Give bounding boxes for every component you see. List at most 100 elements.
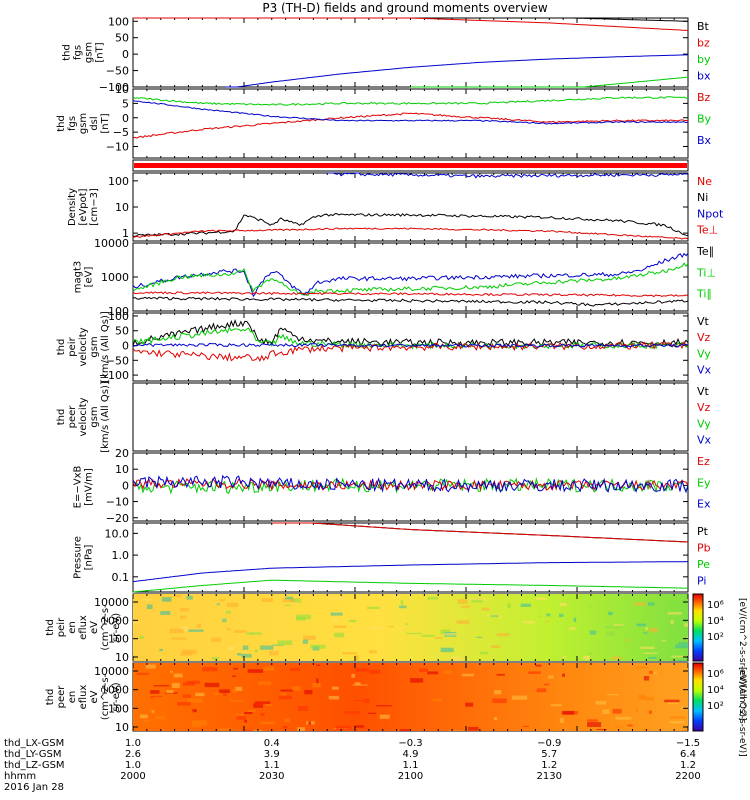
y-tick-label: 50 [115,32,129,45]
legend-entry: Ni [697,191,708,204]
spectrogram-cell [147,605,153,610]
spectrogram-cell [500,615,502,618]
series-line-green [133,263,688,295]
legend-entry: Ti∥ [696,288,712,301]
spectrogram-cell [587,722,601,727]
legend-entry: Vz [697,401,711,414]
x-tick-label: 3.9 [264,749,280,760]
colorbar [693,594,703,661]
spectrogram-cell [419,668,428,672]
y-tick-label: −20 [106,512,129,525]
spectrogram-cell [457,620,470,623]
legend-entry: Ey [697,476,711,489]
spectrogram-cell [202,667,217,671]
legend-entry: Bz [697,91,711,104]
spectrogram-cell [536,597,546,600]
spectrogram-cell [284,718,290,721]
spectrogram-cell [180,616,186,619]
spectrogram-cell [336,726,352,730]
spectrogram-cell [481,608,489,611]
series-line-black [133,297,688,306]
spectrogram-cell [172,637,187,639]
spectrogram-cell [342,652,356,654]
spectrogram-cell [308,721,311,725]
series-line-green [133,97,688,105]
legend-entry: Ne [697,175,712,188]
spectrogram-cell [613,709,622,714]
spectrogram-cell [441,648,454,652]
spectrogram-cell [364,699,369,704]
y-tick-label: 10 [115,463,129,476]
spectrogram-cell [574,618,576,622]
spectrogram-cell [139,636,144,639]
spectrogram-cell [444,633,457,636]
spectrogram-cell [280,689,293,691]
spectrogram-cell [192,725,202,727]
legend-entry: Pb [697,541,711,554]
spectrogram-cell [406,633,422,634]
spectrogram-fill [133,663,688,731]
spectrogram-cell [192,709,197,712]
spectrogram-cell [612,657,622,660]
y-tick-label: −10 [106,496,129,509]
spectrogram-cell [162,597,172,602]
spectrogram-cell [462,674,474,677]
spectrogram-cell [523,621,535,624]
spectrogram-cell [401,600,403,605]
y-axis-label: fgs [67,116,78,131]
series-line-black [133,321,688,347]
spectrogram-cell [443,670,451,673]
spectrogram-cell [559,614,563,617]
panel-pressure: 10.01.00.1Pressure [nPa]PtPbPePi [73,523,711,592]
spectrogram-cell [227,628,231,630]
spectrogram-cell [261,598,272,602]
x-row-name: thd_LY-GSM [4,749,61,760]
spectrogram-cell [625,639,628,641]
spectrogram-cell [649,671,653,674]
spectrogram-cell [244,720,247,723]
spectrogram-cell [672,596,683,600]
spectrogram-cell [248,669,263,673]
x-tick-label: 2200 [675,771,700,782]
y-axis-label: gsm [84,42,95,63]
panel-efield: 20 10 0 −10 −20 E=−VxB [mV/m] Ez Ey Ex [73,447,711,525]
spectrogram-cell [349,620,356,622]
y-axis-label: [mV/m] [84,468,95,506]
spectrogram-cell [369,670,380,674]
spectrogram-cell [355,682,361,685]
spectrogram-cell [183,694,191,697]
colorbar-tick-label: 10⁶ [707,600,724,611]
y-axis-label: eV [89,690,100,703]
spectrogram-cell [410,678,423,683]
x-tick-label: −1.5 [676,738,700,749]
spectrogram-cell [170,671,173,673]
y-tick-label: 0 [122,479,129,492]
spectrogram-cell [278,640,293,645]
spectrogram-cell [331,613,343,616]
spectrogram-cell [255,649,258,652]
spectrogram-cell [608,612,613,615]
spectrogram-cell [174,674,183,678]
series-line-red [272,523,688,542]
spectrogram-cell [232,689,236,693]
spectrogram-cell [507,603,511,608]
panel-temperature: 100001000100magt3 [eV]Te∥Ti⊥Ti∥ [73,237,717,318]
spectrogram-cell [391,595,400,597]
spectrogram-cell [144,719,150,722]
y-tick-label: 10 [115,83,129,96]
spectrogram-cell [468,727,479,731]
y-axis-label: eV [89,621,100,634]
legend-entry: Te⊥ [696,224,718,237]
spectrogram-cell [220,599,225,601]
y-tick-label: −10 [106,141,129,154]
spectrogram-cell [587,653,591,655]
y-axis-label: peer [67,405,78,429]
x-tick-label: 1.1 [264,760,280,771]
y-axis-label: magt3 [73,261,84,294]
panel-fgs_dsl: 1050−5−10thd fgs gsm dsl [nT]BzByBx [56,83,712,158]
colorbar-tick-label: 10² [707,632,724,643]
spectrogram-cell [237,716,247,720]
spectrogram-cell [627,725,632,727]
spectrogram-cell [546,613,550,616]
spectrogram-cell [560,718,564,723]
